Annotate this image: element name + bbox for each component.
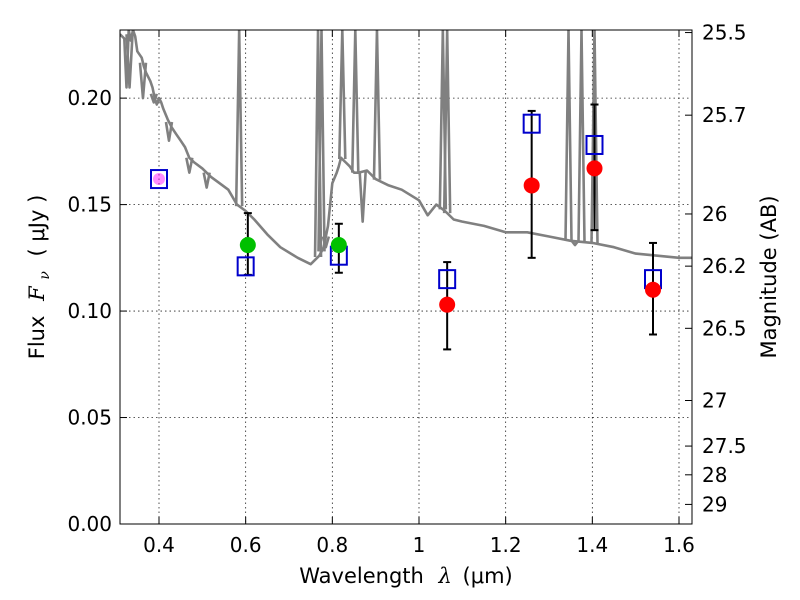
y-axis-label: Flux F ν ( μJy ) bbox=[25, 195, 54, 360]
y2-tick-label: 26.2 bbox=[702, 254, 747, 278]
model-sed-spike bbox=[125, 34, 134, 89]
model-sed-spike bbox=[321, 236, 331, 249]
model-photometry-square bbox=[150, 169, 168, 190]
model-sed-line bbox=[120, 30, 692, 266]
model-sed-spike bbox=[358, 171, 367, 223]
x-tick-label: 0.4 bbox=[143, 533, 175, 557]
y2-tick-label: 27.5 bbox=[702, 434, 747, 458]
model-sed-spike bbox=[317, 30, 326, 252]
model-sed-spike bbox=[164, 121, 174, 143]
y-tick-label: 0.10 bbox=[67, 299, 112, 323]
x-tick-label: 0.6 bbox=[230, 533, 262, 557]
y2-tick-label: 29 bbox=[702, 492, 727, 516]
y-tick-label: 0.05 bbox=[67, 406, 112, 430]
model-sed-spike bbox=[570, 240, 580, 247]
model-sed-spike bbox=[372, 30, 382, 180]
y-tick-label: 0.00 bbox=[67, 512, 112, 536]
x-tick-label: 1 bbox=[413, 533, 426, 557]
model-sed-spike bbox=[149, 93, 159, 104]
y2-tick-label: 26.5 bbox=[702, 316, 747, 340]
model-sed-spike bbox=[202, 172, 211, 189]
observed-point-green bbox=[330, 237, 347, 254]
x-axis-label: Wavelength λ (μm) bbox=[299, 564, 512, 588]
x-tick-label: 0.8 bbox=[316, 533, 348, 557]
model-photometry-square bbox=[522, 113, 541, 134]
y2-tick-label: 25.5 bbox=[702, 21, 747, 45]
y2-axis-label: Magnitude (AB) bbox=[757, 195, 781, 358]
x-tick-label: 1.4 bbox=[576, 533, 608, 557]
model-sed-spike bbox=[185, 157, 194, 174]
x-tick-label: 1.6 bbox=[663, 533, 695, 557]
observed-point-red bbox=[439, 296, 456, 313]
model-sed-spike bbox=[351, 30, 360, 173]
model-sed-spike bbox=[564, 30, 573, 241]
model-sed-spike bbox=[442, 30, 452, 214]
y2-tick-label: 28 bbox=[702, 463, 727, 487]
model-photometry-square bbox=[438, 269, 457, 290]
ticks-layer: 0.4 0.6 0.8 1 1.2 1.4 1.6 0.00 0.05 0.10 0.15 0.20 2… bbox=[67, 21, 746, 557]
model-photometry-square bbox=[585, 134, 604, 155]
observed-point-red bbox=[586, 160, 603, 177]
y2-tick-label: 27 bbox=[702, 389, 727, 413]
observed-point-red bbox=[645, 281, 661, 298]
y-tick-label: 0.20 bbox=[67, 86, 112, 110]
model-sed-spike bbox=[577, 30, 586, 242]
observed-point-green bbox=[239, 237, 256, 254]
grid-layer bbox=[120, 30, 692, 525]
plot-frame bbox=[119, 29, 693, 525]
x-tick-label: 1.2 bbox=[490, 533, 522, 557]
y2-tick-label: 25.7 bbox=[702, 103, 747, 127]
observed-point-magenta bbox=[153, 173, 165, 186]
y-tick-label: 0.15 bbox=[67, 193, 112, 217]
marks-layer bbox=[150, 103, 662, 351]
model-sed-spike bbox=[338, 30, 347, 160]
plot-area bbox=[120, 30, 692, 266]
y2-tick-label: 26 bbox=[702, 202, 727, 226]
model-sed-spike bbox=[138, 62, 148, 100]
model-sed-spike bbox=[234, 30, 244, 207]
observed-point-red bbox=[523, 177, 540, 194]
model-photometry-square bbox=[236, 256, 255, 277]
